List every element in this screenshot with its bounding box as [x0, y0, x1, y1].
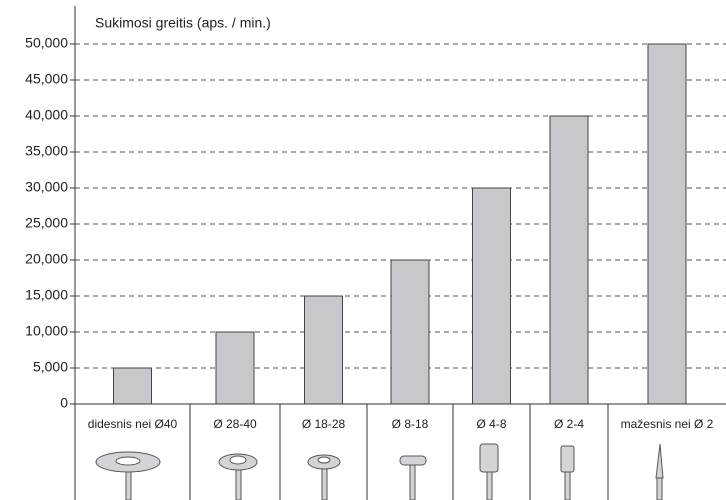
bar [549, 115, 589, 405]
y-tick-label: 25,000 [25, 215, 68, 231]
x-tick-label: Ø 2-4 [554, 417, 584, 431]
y-tick-label: 15,000 [25, 287, 68, 303]
bar [647, 43, 687, 405]
y-tick-label: 50,000 [25, 35, 68, 51]
x-tick-label: Ø 8-18 [392, 417, 429, 431]
y-tick-label: 45,000 [25, 71, 68, 87]
bar [390, 259, 430, 405]
bar [113, 367, 152, 405]
y-tick-label: 30,000 [25, 179, 68, 195]
y-tick-label: 40,000 [25, 107, 68, 123]
y-tick-label: 20,000 [25, 251, 68, 267]
grid [75, 43, 726, 369]
y-tick-label: 35,000 [25, 143, 68, 159]
x-tick-label: mažesnis nei Ø 2 [621, 417, 714, 431]
y-tick-label: 10,000 [25, 323, 68, 339]
bar [304, 295, 343, 405]
bar [215, 331, 255, 405]
tool-icons [95, 443, 664, 500]
chart-title: Sukimosi greitis (aps. / min.) [95, 15, 271, 31]
y-tick-label: 0 [60, 395, 68, 411]
y-tick-label: 5,000 [33, 359, 68, 375]
bar [472, 187, 511, 405]
x-tick-label: Ø 28-40 [213, 417, 257, 431]
x-tick-label: didesnis nei Ø40 [88, 417, 178, 431]
x-tick-label: Ø 18-28 [302, 417, 346, 431]
x-tick-label: Ø 4-8 [476, 417, 506, 431]
